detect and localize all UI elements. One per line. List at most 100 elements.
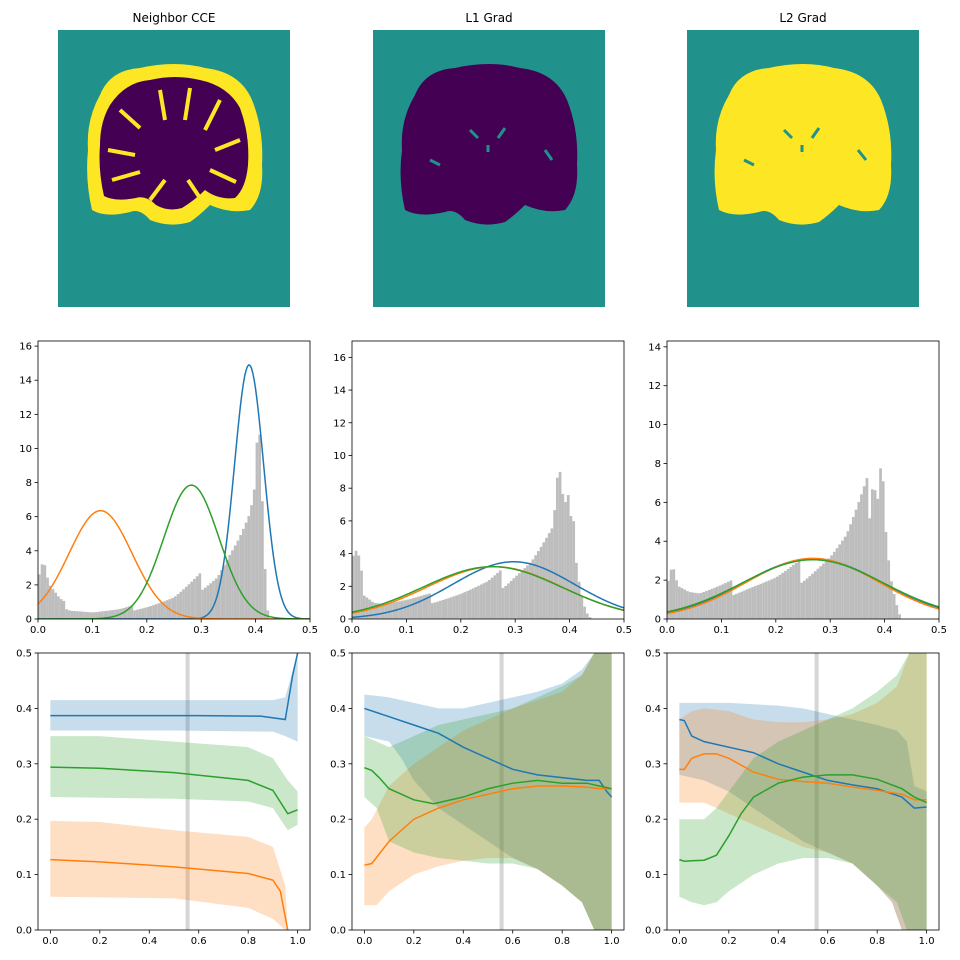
line-band-panel-2: 0.0 0.2 0.4 0.6 0.8 1.0 0.0 0.1 0.2 0.3 0.4 0.5	[330, 649, 625, 947]
y-tick-label: 0.5	[16, 649, 32, 660]
histogram-bar	[561, 494, 565, 619]
histogram-bar	[748, 588, 752, 619]
x-tick-label: 1.0	[919, 936, 935, 947]
gaussian-curve-blue	[38, 363, 310, 619]
histogram-bar	[764, 581, 768, 619]
histogram-bar	[822, 563, 825, 619]
histogram-bar	[526, 565, 529, 619]
y-tick-label: 0.5	[645, 649, 661, 660]
histogram-bar	[468, 589, 472, 619]
histogram-bar	[417, 596, 420, 619]
histogram-bar	[458, 594, 461, 619]
histogram-bar	[73, 611, 77, 619]
plot-area	[364, 653, 613, 930]
x-tick-label: 0.5	[616, 625, 632, 636]
brain-mask-holes	[429, 127, 554, 167]
y-tick-label: 12	[648, 381, 661, 392]
histogram-bar	[843, 536, 847, 619]
histogram-bar	[436, 601, 440, 619]
panel-image-1: Neighbor CCE	[58, 11, 290, 307]
band-green	[364, 653, 612, 930]
histogram-bar	[103, 611, 106, 619]
histogram-bar	[846, 531, 850, 619]
histogram-bar	[206, 585, 210, 619]
x-tick-label: 0.4	[248, 625, 264, 636]
histogram-bar	[379, 603, 382, 619]
histogram-bar	[485, 581, 488, 619]
band-orange	[364, 653, 612, 930]
y-tick-label: 8	[340, 484, 346, 495]
x-tick-label: 0.0	[344, 625, 360, 636]
histogram-bar	[797, 560, 801, 619]
histogram-bar	[460, 593, 464, 619]
histogram-bar	[46, 577, 49, 619]
histogram-bar	[868, 518, 871, 619]
band-blue	[50, 653, 298, 742]
x-tick-label: 0.4	[141, 936, 157, 947]
histogram-bar	[244, 522, 248, 619]
band-orange	[679, 653, 927, 930]
histogram-bar	[890, 581, 893, 619]
histogram-bar	[220, 570, 223, 619]
histogram-bar	[542, 542, 546, 619]
gaussian-curve-green	[667, 558, 939, 613]
x-tick-label: 0.0	[671, 936, 687, 947]
histogram-bar	[745, 589, 749, 619]
histogram-bar	[252, 489, 256, 619]
x-tick-label: 0.0	[42, 936, 58, 947]
histogram-bar	[735, 593, 738, 619]
y-tick-label: 4	[655, 537, 661, 548]
histogram-bar	[732, 594, 735, 619]
y-tick-label: 0.4	[16, 704, 32, 715]
histogram-bar	[81, 611, 85, 619]
histogram-bar	[490, 577, 494, 619]
histogram-bar	[743, 590, 746, 619]
histogram-bar	[122, 607, 126, 619]
line-blue	[50, 653, 299, 721]
histogram-bar	[108, 610, 112, 619]
histogram-bar	[106, 610, 109, 619]
y-tick-label: 10	[19, 444, 32, 455]
histogram-bar	[57, 596, 60, 619]
histogram-bar	[236, 540, 240, 619]
y-tick-label: 16	[333, 353, 346, 364]
histogram-bar	[898, 614, 901, 619]
histogram-bar	[675, 580, 678, 619]
histogram-bar	[862, 486, 866, 619]
histogram-bar	[171, 597, 174, 619]
axes-frame	[37, 340, 311, 620]
histogram-bar	[881, 481, 885, 619]
histogram-bar	[536, 551, 540, 619]
x-tick-label: 0.3	[507, 625, 523, 636]
histogram-bar	[539, 546, 543, 619]
x-tick-label: 0.0	[30, 625, 46, 636]
x-tick-label: 0.3	[193, 625, 209, 636]
histogram-bar	[509, 580, 513, 619]
histogram-bar	[209, 583, 213, 619]
histogram-bar	[70, 610, 74, 619]
histogram-bar	[127, 606, 131, 619]
histogram-bar	[114, 609, 117, 619]
histogram-bar	[860, 494, 863, 619]
histogram-bar	[564, 502, 567, 619]
plot-area	[38, 363, 310, 619]
histogram-bar	[789, 567, 793, 619]
y-tick-label: 0.0	[645, 926, 661, 937]
histogram-bar	[558, 471, 562, 619]
y-tick-label: 0.3	[645, 759, 661, 770]
y-tick-label: 0.2	[645, 815, 661, 826]
brain-mask	[400, 64, 578, 225]
histogram-bar	[892, 594, 896, 619]
histogram-bar	[133, 610, 136, 619]
histogram-bar	[354, 550, 358, 619]
x-tick-label: 0.8	[869, 936, 885, 947]
x-tick-label: 0.4	[455, 936, 471, 947]
histogram-bar	[130, 605, 134, 619]
histogram-bar	[808, 576, 812, 619]
histogram-bar	[816, 568, 820, 619]
x-tick-label: 0.2	[768, 625, 784, 636]
band-green	[50, 736, 298, 831]
histogram-bar	[577, 581, 581, 619]
histogram-bar	[455, 595, 459, 619]
histogram-bar	[811, 573, 814, 619]
